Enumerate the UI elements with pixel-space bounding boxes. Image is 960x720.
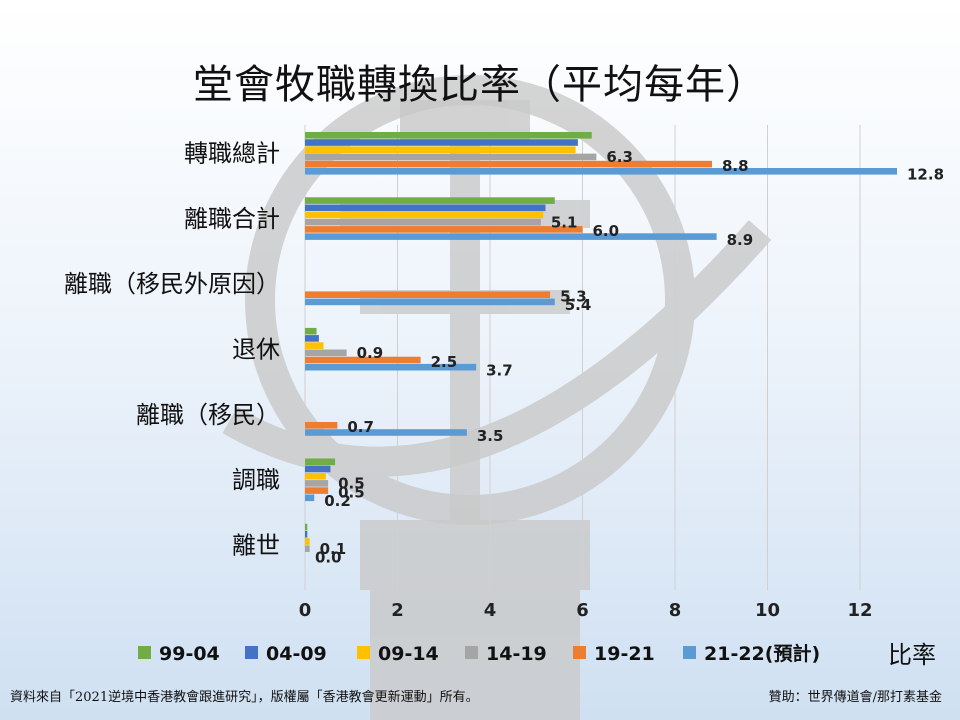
data-label: 6.3 (606, 148, 633, 166)
source-note: 資料來自「2021逆境中香港教會跟進研究」，版權屬「香港教會更新運動」所有。 (10, 690, 479, 705)
x-tick-label: 0 (299, 600, 312, 621)
bar (305, 218, 541, 226)
category-label: 離職合計 (184, 205, 280, 233)
data-label: 12.8 (907, 166, 944, 184)
bar (305, 327, 317, 335)
bar (305, 494, 315, 502)
data-label: 2.5 (431, 353, 458, 371)
legend-swatch (465, 646, 478, 659)
legend-label: 04-09 (266, 643, 327, 665)
x-tick-label: 4 (484, 600, 497, 621)
data-label: 8.9 (727, 231, 754, 249)
legend-label: 21-22(預計) (704, 642, 820, 665)
x-tick-label: 6 (576, 600, 589, 621)
bar (305, 160, 712, 168)
category-label: 退休 (232, 336, 280, 364)
legend-swatch (357, 646, 370, 659)
data-label: 5.4 (565, 296, 592, 314)
bar (305, 211, 544, 219)
data-label: 0.0 (315, 549, 342, 567)
category-label: 離職（移民外原因） (64, 270, 280, 298)
legend-label: 09-14 (378, 643, 439, 665)
bar (305, 349, 347, 357)
bar (305, 545, 310, 552)
x-tick-label: 12 (847, 600, 872, 621)
data-label: 5.1 (551, 214, 578, 232)
chart-title: 堂會牧職轉換比率（平均每年） (193, 62, 767, 108)
bar (305, 132, 592, 139)
bar (305, 458, 336, 466)
data-label: 5.3 (560, 288, 587, 306)
category-label: 轉職總計 (184, 140, 280, 168)
bar (305, 538, 310, 545)
bar (305, 139, 578, 146)
data-label: 0.1 (320, 540, 347, 558)
bar (305, 487, 329, 494)
bar (305, 291, 551, 298)
legend-swatch (573, 646, 586, 659)
bar (305, 465, 331, 473)
bar (305, 531, 308, 538)
bar (305, 146, 576, 153)
legend-label: 14-19 (486, 643, 547, 665)
bar (305, 480, 329, 487)
bar (305, 356, 421, 364)
data-label: 8.8 (722, 157, 749, 175)
legend-swatch (683, 646, 696, 659)
x-tick-label: 10 (755, 600, 780, 621)
data-label: 0.5 (338, 475, 365, 493)
category-label: 離職（移民） (136, 401, 280, 429)
category-label: 離世 (232, 531, 280, 559)
bar (305, 472, 326, 480)
data-label: 0.9 (357, 344, 384, 362)
bar (305, 197, 555, 204)
data-label: 3.7 (486, 362, 513, 380)
legend-label: 19-21 (594, 643, 655, 665)
bars (305, 132, 897, 552)
bar (305, 233, 717, 240)
data-label: 0.2 (324, 492, 351, 510)
legend-swatch (138, 646, 151, 659)
unit-label: 比率 (888, 641, 936, 669)
bar (305, 226, 583, 233)
data-label: 0.7 (347, 418, 374, 436)
x-tick-label: 8 (669, 600, 682, 621)
bar (305, 298, 555, 306)
category-label: 調職 (232, 466, 280, 494)
data-labels: 6.3 8.8 12.8 5.1 6.0 8.9 5.35.4 0.9 2.5 3.7 0.7 3.5… (315, 148, 944, 567)
data-label: 3.5 (477, 427, 504, 445)
bar (305, 422, 338, 429)
sponsor-note: 贊助：世界傳道會/那打素基金 (768, 690, 942, 705)
data-label: 0.5 (338, 483, 365, 501)
bar (305, 153, 597, 161)
bar (305, 342, 324, 349)
bar (305, 429, 467, 436)
bar (305, 523, 308, 531)
legend: 99-04 04-09 09-14 14-19 19-21 21-22(預計) (138, 642, 820, 665)
legend-label: 99-04 (159, 643, 220, 665)
bar (305, 363, 477, 371)
x-tick-label: 2 (391, 600, 404, 621)
bar (305, 168, 897, 175)
x-axis-ticks: 0 2 4 6 8 10 12 (299, 600, 873, 621)
bar (305, 204, 546, 212)
data-label: 6.0 (593, 222, 620, 240)
bar (305, 335, 319, 342)
legend-swatch (245, 646, 258, 659)
